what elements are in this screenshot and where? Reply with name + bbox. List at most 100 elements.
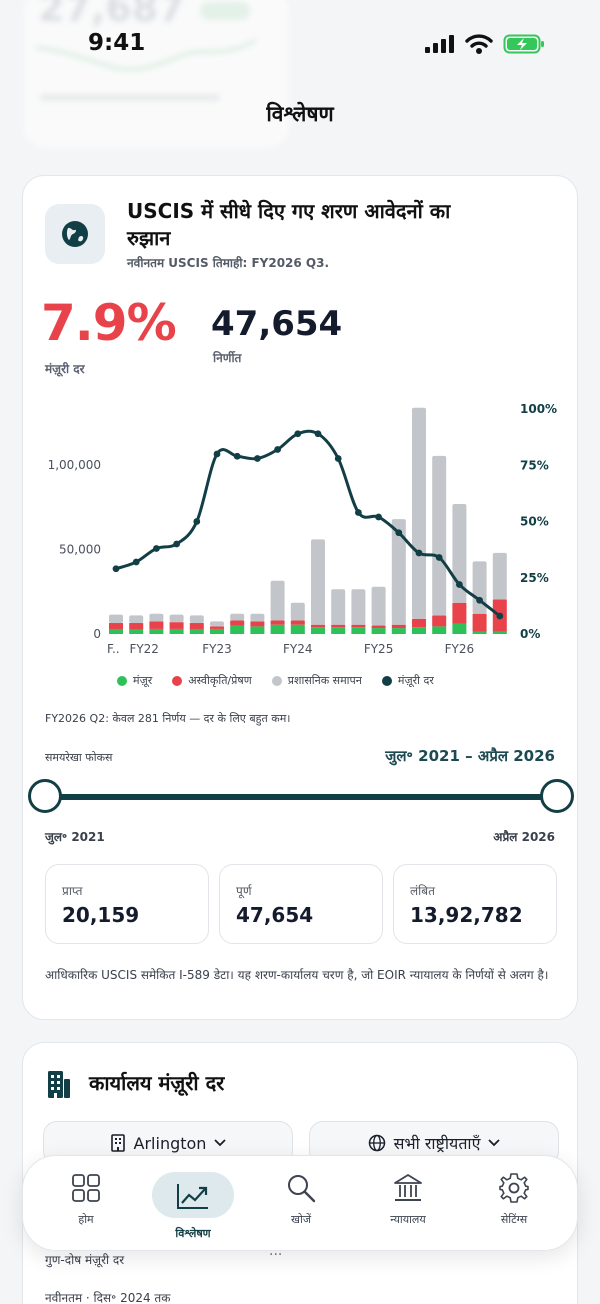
bar-approved — [452, 623, 467, 634]
bar-approved — [331, 627, 346, 634]
asylum-trend-card: USCIS में सीधे दिए गए शरण आवेदनों का रुझ… — [22, 175, 578, 1020]
office-building-icon — [110, 1134, 125, 1152]
timeline-start-handle[interactable] — [28, 779, 62, 813]
y-left-tick: 50,000 — [59, 543, 101, 557]
bar-admin-closed — [371, 586, 386, 626]
bar-admin-closed — [391, 519, 406, 625]
bar-approved — [492, 631, 507, 634]
bar-denied — [109, 623, 123, 630]
approval-rate-value: 7.9% — [41, 294, 177, 352]
office-select-value: Arlington — [133, 1133, 207, 1153]
approval-rate-point — [153, 545, 160, 552]
stat-pending: लंबित 13,92,782 — [393, 864, 557, 944]
asylum-trend-chart[interactable]: 0 50,000 1,00,000 0% 25% 50% 75% 100% F.. FY22 FY2… — [23, 391, 579, 661]
bar-denied — [432, 615, 447, 627]
tab-analytics[interactable]: विश्लेषण — [148, 1170, 238, 1240]
approval-rate-point — [375, 513, 382, 521]
legend-admin-closed-label: प्रशासनिक समापन — [287, 674, 362, 687]
approval-rate-point — [213, 450, 221, 458]
chevron-down-icon — [214, 1139, 227, 1147]
bar-approved — [351, 627, 366, 634]
tab-search[interactable]: खोजें — [256, 1170, 346, 1240]
tab-settings-label: सेटिंग्स — [500, 1213, 528, 1226]
bar-admin-closed — [290, 602, 305, 621]
bar-denied — [452, 602, 467, 624]
tab-bar: होम विश्लेषण खोजें — [22, 1155, 578, 1251]
legend-denied-swatch — [172, 675, 183, 686]
approval-rate-point — [456, 581, 463, 588]
bar-admin-closed — [109, 614, 123, 624]
wifi-icon — [465, 34, 493, 54]
bar-denied — [210, 626, 224, 629]
bar-approved — [371, 628, 386, 634]
bar-admin-closed — [472, 561, 487, 614]
tab-court[interactable]: न्यायालय — [363, 1170, 453, 1240]
status-bar: 9:41 — [0, 0, 600, 90]
bar-approved — [169, 628, 184, 634]
approval-rate-point — [233, 452, 241, 460]
x-tick-label: FY25 — [364, 642, 394, 656]
bar-denied — [290, 620, 305, 625]
approval-rate-point — [355, 509, 362, 516]
approval-rate-point — [334, 455, 342, 462]
stat-received: प्राप्त 20,159 — [45, 864, 209, 944]
bar-denied — [371, 625, 386, 629]
bar-denied — [311, 624, 325, 628]
globe-outline-icon — [368, 1134, 385, 1152]
legend-approved: मंज़ूर — [117, 673, 152, 688]
stat-pending-label: लंबित — [410, 884, 435, 898]
page-title: विश्लेषण — [266, 102, 334, 126]
legend-admin-closed: प्रशासनिक समापन — [271, 673, 362, 688]
bar-admin-closed — [331, 589, 346, 625]
bar-admin-closed — [412, 407, 426, 619]
tab-court-label: न्यायालय — [390, 1213, 426, 1226]
approval-rate-point — [496, 612, 504, 620]
bar-approved — [432, 626, 447, 634]
tab-settings[interactable]: सेटिंग्स — [469, 1170, 559, 1240]
tab-active-indicator — [152, 1172, 234, 1218]
bar-admin-closed — [210, 621, 224, 627]
bar-denied — [230, 620, 245, 626]
bar-denied — [391, 624, 406, 629]
bar-admin-closed — [311, 539, 325, 625]
bar-denied — [149, 621, 164, 629]
approval-rate-label: मंज़ूरी दर — [45, 362, 85, 376]
chevron-down-icon — [488, 1139, 501, 1147]
timeline-end-handle[interactable] — [540, 779, 574, 813]
y-right-tick: 50% — [520, 515, 549, 529]
bar-approved — [270, 624, 285, 634]
legend-denied-label: अस्वीकृति/प्रेषण — [188, 674, 252, 687]
approval-rate-point — [314, 430, 322, 438]
timeline-end-label: अप्रैल 2026 — [493, 830, 555, 844]
bar-approved — [109, 629, 123, 634]
gear-icon — [499, 1173, 529, 1203]
bar-approved — [290, 624, 305, 634]
background-sparkline — [36, 38, 257, 71]
y-left-tick: 0 — [93, 627, 101, 641]
legend-approved-label: मंज़ूर — [133, 674, 153, 687]
approval-rate-point — [294, 430, 302, 438]
battery-charging-icon — [503, 34, 544, 54]
chart-legend: मंज़ूर अस्वीकृति/प्रेषण प्रशासनिक समापन … — [117, 673, 434, 688]
bar-approved — [412, 627, 426, 634]
timeline-track[interactable] — [45, 794, 555, 800]
bar-denied — [472, 613, 487, 632]
x-tick-label: FY23 — [202, 642, 232, 656]
building-icon — [48, 1071, 70, 1098]
stat-completed-value: 47,654 — [236, 903, 314, 927]
tab-search-label: खोजें — [290, 1213, 311, 1226]
bar-admin-closed — [351, 589, 366, 625]
bar-denied — [189, 623, 204, 630]
tab-home[interactable]: होम — [41, 1170, 131, 1240]
bar-approved — [189, 629, 204, 634]
bar-admin-closed — [230, 613, 245, 621]
cellular-signal-icon — [425, 35, 454, 53]
bar-approved — [230, 625, 245, 634]
y-right-tick: 25% — [520, 571, 549, 585]
approval-rate-point — [415, 549, 423, 557]
approval-rate-point — [395, 529, 403, 537]
approval-rate-point — [274, 446, 281, 453]
status-time: 9:41 — [88, 30, 146, 56]
card-title: USCIS में सीधे दिए गए शरण आवेदनों का रुझ… — [127, 199, 451, 250]
bar-denied — [169, 622, 184, 629]
